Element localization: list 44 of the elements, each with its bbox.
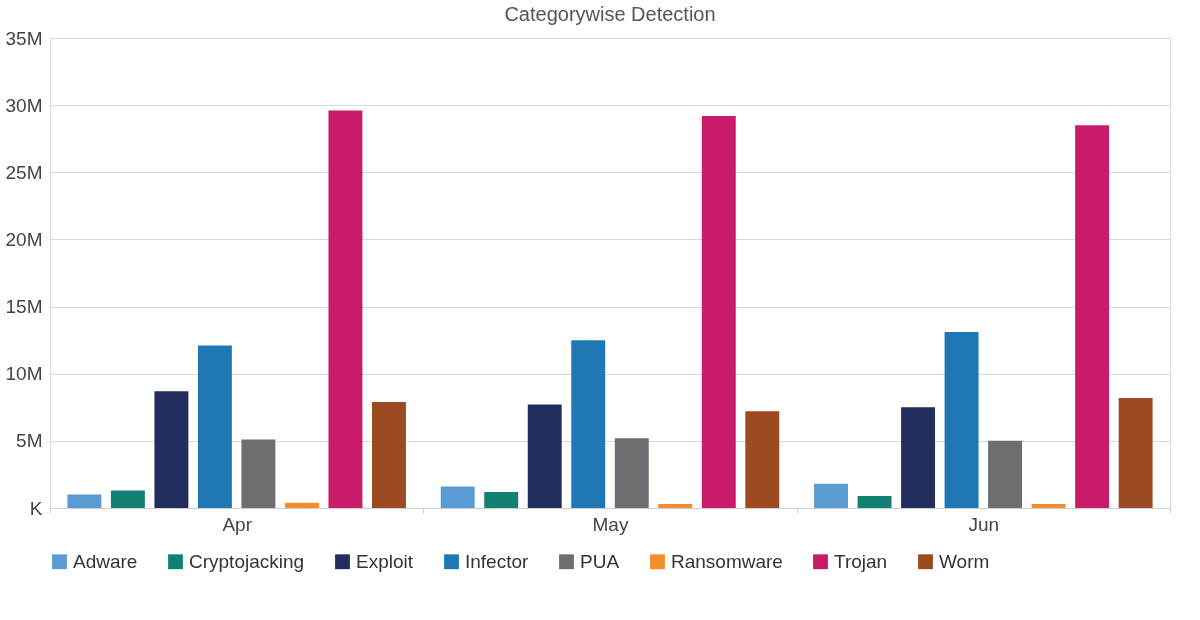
chart-title: Categorywise Detection (504, 3, 716, 25)
bar (658, 503, 693, 508)
legend-label: Infector (465, 550, 530, 572)
legend-label: Trojan (834, 550, 888, 572)
bar (701, 115, 736, 508)
y-tick-label: 20M (5, 228, 43, 250)
x-tick-label: May (592, 513, 629, 535)
bar (1031, 503, 1066, 508)
y-tick-label: 15M (5, 296, 43, 318)
bar (484, 491, 519, 508)
bar (944, 332, 979, 508)
y-tick-label: 25M (5, 161, 43, 183)
legend-label: PUA (580, 550, 620, 572)
legend-label: Exploit (356, 550, 414, 572)
x-tick-label: Jun (968, 513, 1000, 535)
bar (1075, 125, 1110, 508)
bar (571, 340, 606, 508)
legend-label: Adware (73, 550, 138, 572)
bar (371, 401, 406, 508)
bar (440, 486, 475, 508)
y-tick-label: K (29, 497, 43, 519)
x-tick-label: Apr (222, 513, 253, 535)
bar (527, 404, 562, 508)
legend-label: Cryptojacking (189, 550, 305, 572)
bar (110, 490, 145, 508)
legend-label: Ransomware (671, 550, 783, 572)
bar (328, 110, 363, 508)
bar (901, 407, 936, 508)
y-tick-label: 35M (5, 27, 43, 49)
bar (197, 345, 232, 508)
bar (241, 439, 276, 508)
bar (154, 391, 189, 508)
bar (614, 438, 649, 508)
bar (857, 495, 892, 508)
bar (745, 411, 780, 508)
y-tick-label: 30M (5, 94, 43, 116)
bar (988, 440, 1023, 508)
bar (1118, 397, 1153, 508)
y-tick-label: 5M (16, 430, 43, 452)
bar (284, 502, 319, 508)
bar (67, 494, 102, 508)
legend-label: Worm (939, 550, 990, 572)
y-tick-label: 10M (5, 363, 43, 385)
bar (814, 483, 849, 508)
